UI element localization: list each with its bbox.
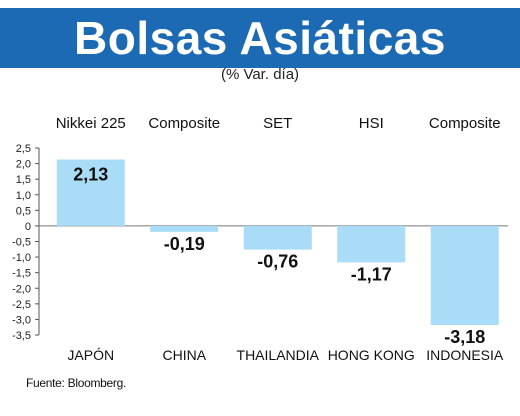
chart-subtitle: (% Var. día) (220, 66, 300, 83)
y-tick-label: -3,0 (12, 314, 31, 326)
country-label: THAILANDIA (237, 347, 320, 363)
bar-value-label: 2,13 (73, 165, 108, 185)
y-tick-label: -3,5 (12, 330, 31, 342)
country-label: INDONESIA (426, 347, 504, 363)
y-tick-label: 1,5 (16, 174, 31, 186)
source-note: Fuente: Bloomberg. (26, 376, 126, 390)
bar-value-label: -3,18 (444, 327, 485, 347)
bar (150, 225, 219, 232)
index-label: Nikkei 225 (56, 115, 126, 132)
country-label: CHINA (162, 347, 206, 363)
bar-value-label: -1,17 (351, 264, 392, 284)
y-tick-label: 2,5 (16, 143, 31, 155)
country-label: HONG KONG (328, 347, 415, 363)
y-tick-label: -1,5 (12, 268, 31, 280)
y-tick-label: 0 (25, 221, 31, 233)
bar (56, 159, 125, 226)
bar (337, 225, 406, 263)
index-label: SET (263, 115, 292, 132)
title-banner (0, 8, 520, 68)
y-tick-label: -1,0 (12, 252, 31, 264)
index-label: Composite (429, 115, 501, 132)
y-tick-label: 1,0 (16, 190, 31, 202)
country-label: JAPÓN (67, 347, 114, 363)
y-tick-label: -0,5 (12, 237, 31, 249)
bar-value-label: -0,19 (164, 234, 205, 254)
y-tick-label: -2,0 (12, 283, 31, 295)
index-label: Composite (148, 115, 220, 132)
bar (430, 225, 499, 326)
bar-value-label: -0,76 (257, 252, 298, 272)
y-tick-label: 0,5 (16, 205, 31, 217)
bar (243, 225, 312, 250)
chart-title: Bolsas Asiáticas (74, 12, 446, 64)
y-tick-label: 2,0 (16, 159, 31, 171)
y-tick-label: -2,5 (12, 299, 31, 311)
index-label: HSI (359, 115, 384, 132)
